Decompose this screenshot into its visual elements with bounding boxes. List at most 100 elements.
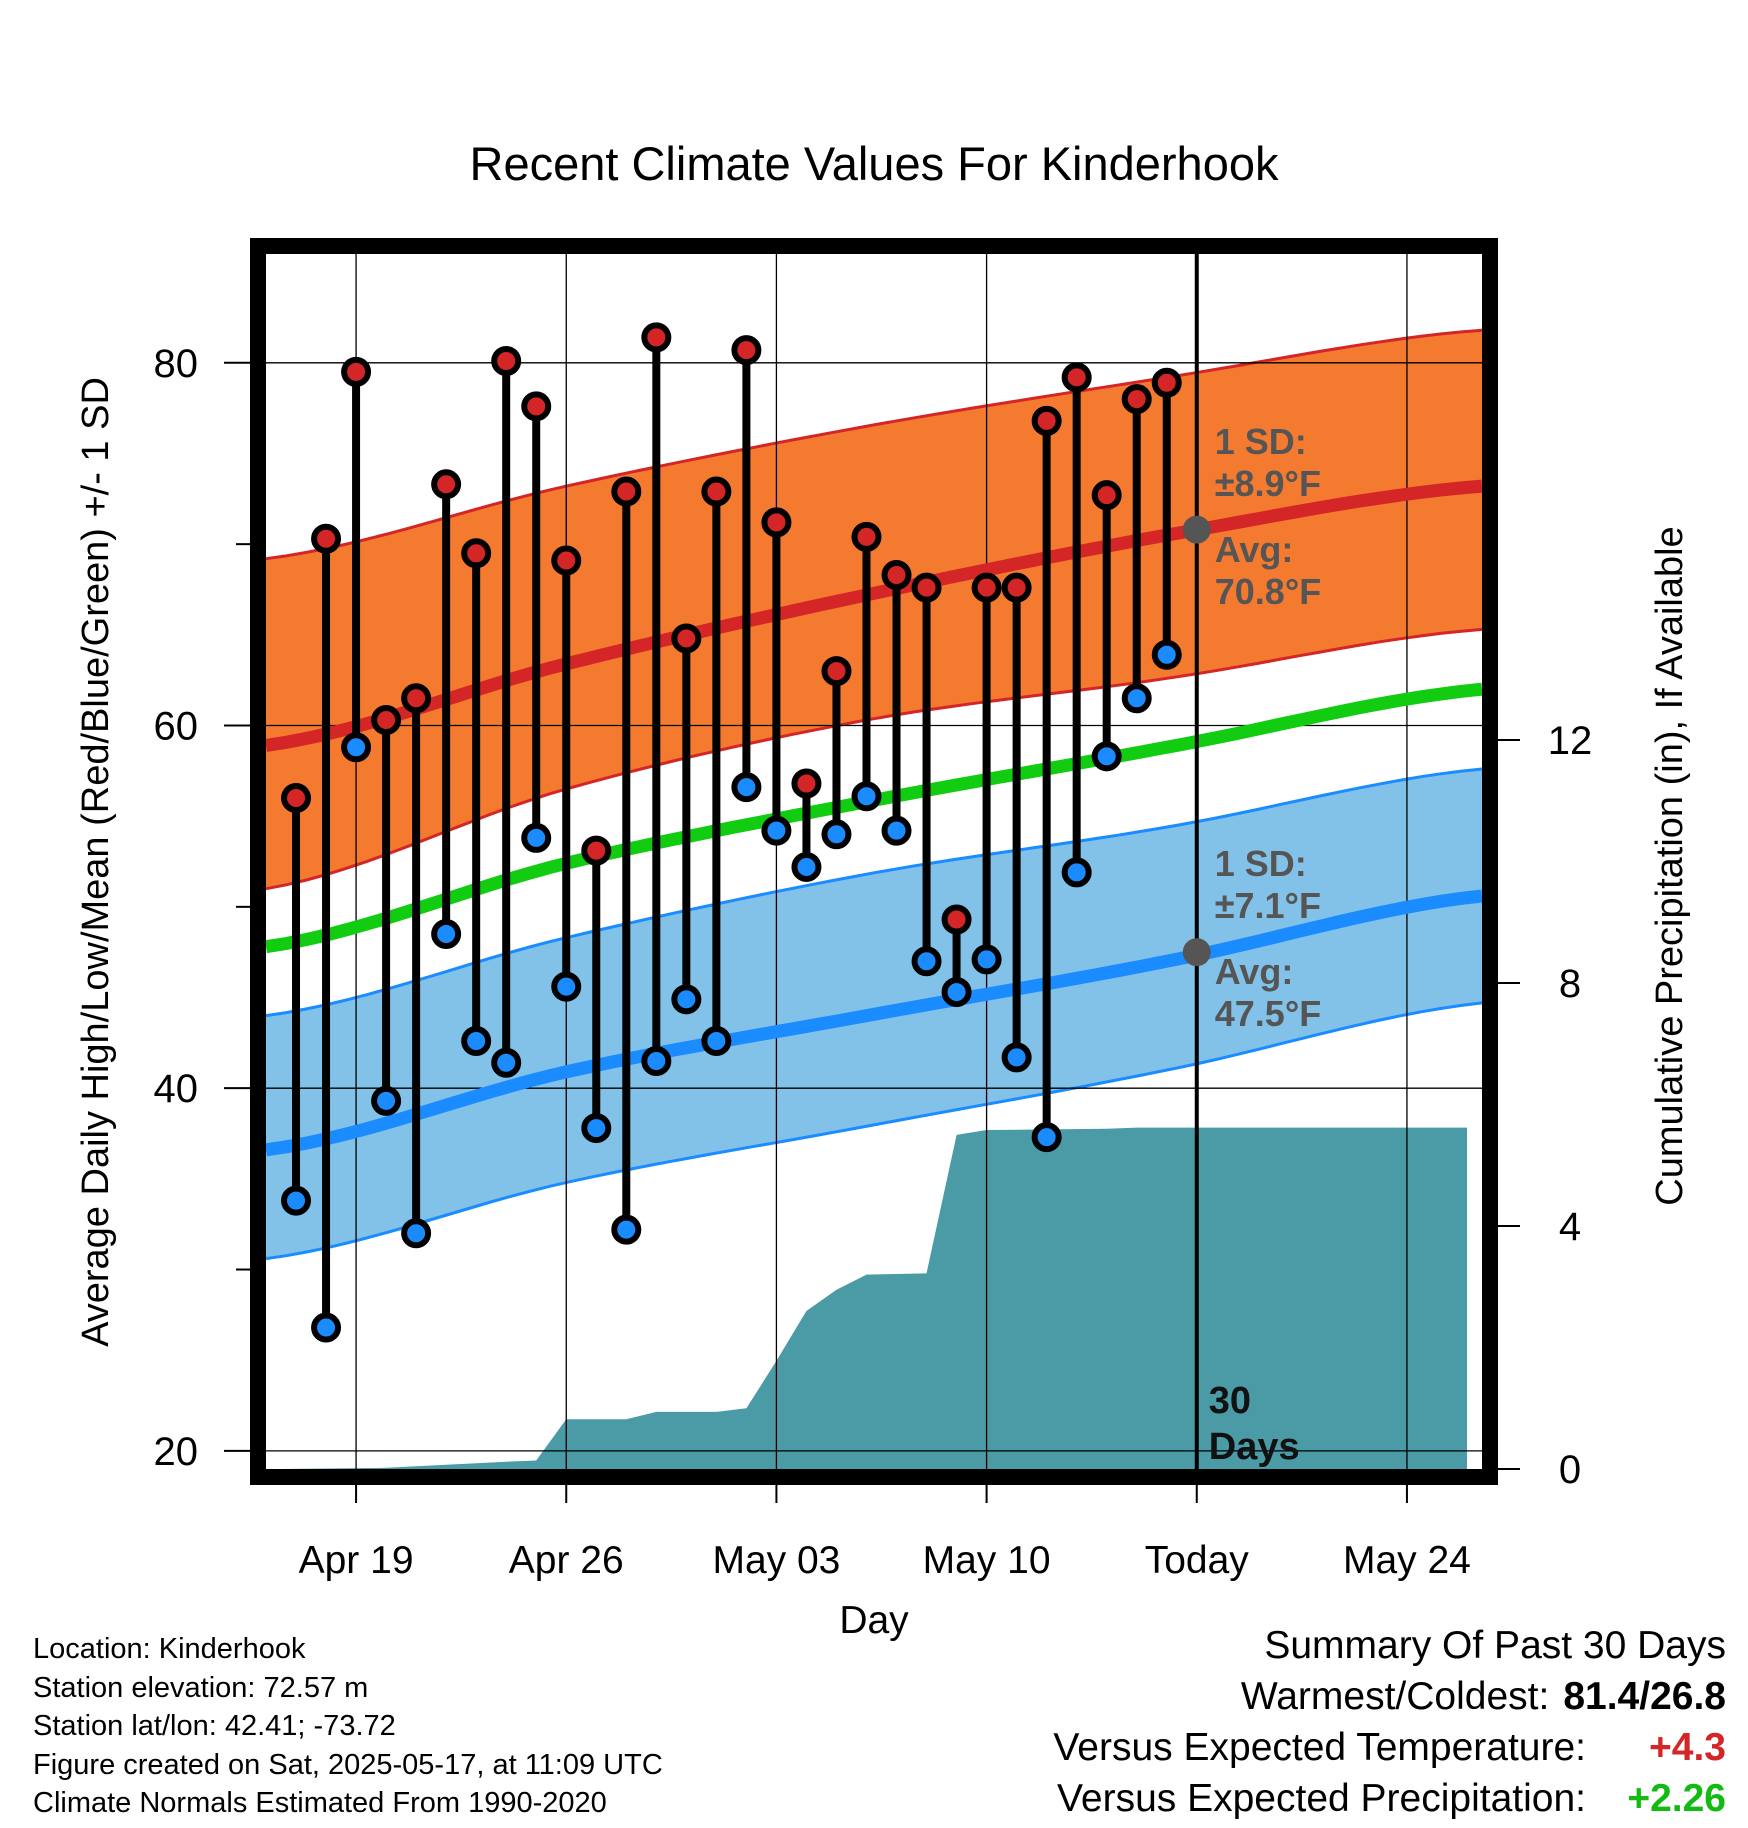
daily-low-marker <box>431 919 462 950</box>
daily-high-marker <box>461 538 492 569</box>
location-text: Location: Kinderhook <box>33 1633 306 1665</box>
low-sd-value: ±7.1°F <box>1215 885 1321 926</box>
daily-low-marker <box>1151 639 1182 670</box>
daily-high-marker <box>671 623 702 654</box>
daily-low-marker <box>551 971 582 1002</box>
daily-high-marker <box>431 469 462 500</box>
daily-high-marker <box>311 523 342 554</box>
y-tick-label: 20 <box>154 1430 199 1474</box>
temp-value: +4.3 <box>1649 1726 1726 1769</box>
elevation-text: Station elevation: 72.57 m <box>33 1671 369 1704</box>
daily-low-marker <box>1121 683 1152 714</box>
daily-low-marker <box>281 1185 312 1216</box>
daily-low-marker <box>521 822 552 853</box>
daily-low-marker <box>401 1218 432 1249</box>
x-tick-label: Apr 19 <box>299 1539 414 1582</box>
summary-title: Summary Of Past 30 Days <box>1264 1624 1726 1667</box>
daily-low-marker <box>791 851 822 882</box>
today-days-label: Days <box>1209 1426 1300 1468</box>
daily-low-marker <box>731 772 762 803</box>
daily-low-marker <box>941 977 972 1008</box>
daily-high-marker <box>1151 367 1182 398</box>
daily-low-marker <box>851 781 882 812</box>
temp-label: Versus Expected Temperature: <box>1053 1726 1586 1769</box>
low-avg-value: 47.5°F <box>1215 993 1321 1034</box>
x-tick-label: Apr 26 <box>509 1539 624 1582</box>
x-tick-label: May 24 <box>1343 1539 1471 1582</box>
daily-high-marker <box>971 572 1002 603</box>
low-avg-label: Avg: <box>1215 951 1294 992</box>
daily-high-marker <box>1091 480 1122 511</box>
daily-high-marker <box>611 476 642 507</box>
daily-low-marker <box>911 946 942 977</box>
high-avg-value: 70.8°F <box>1215 571 1321 612</box>
low-sd-label: 1 SD: <box>1215 843 1307 884</box>
daily-high-marker <box>701 476 732 507</box>
y2-tick-label: 0 <box>1559 1448 1581 1492</box>
y2-tick-label: 12 <box>1548 719 1593 763</box>
daily-low-marker <box>341 732 372 763</box>
daily-low-marker <box>461 1026 492 1057</box>
high-plus-sd-line <box>265 328 1483 561</box>
daily-high-marker <box>641 322 672 353</box>
warm-cold-value: 81.4/26.8 <box>1563 1675 1726 1718</box>
daily-high-marker <box>911 572 942 603</box>
daily-range-stems <box>292 337 1171 1328</box>
y-tick-label: 60 <box>154 704 199 748</box>
daily-high-marker <box>281 783 312 814</box>
latlon-text: Station lat/lon: 42.41; -73.72 <box>33 1710 396 1742</box>
high-sd-label: 1 SD: <box>1215 421 1307 462</box>
precip-area <box>281 1127 1467 1469</box>
daily-high-marker <box>371 705 402 736</box>
daily-low-marker <box>1091 741 1122 772</box>
daily-low-marker <box>641 1045 672 1076</box>
y2-tick-label: 8 <box>1559 962 1581 1006</box>
warm-cold-label: Warmest/Coldest: <box>1240 1675 1550 1718</box>
daily-low-marker <box>821 819 852 850</box>
y2-axis-label: Cumulative Precipitation (in), If Availa… <box>1649 526 1691 1205</box>
high-sd-value: ±8.9°F <box>1215 463 1321 504</box>
warm-cold-row: Warmest/Coldest: 81.4/26.8 <box>1053 1671 1726 1722</box>
high-minus-sd-line <box>265 627 1483 891</box>
station-info: Location: Kinderhook Station elevation: … <box>33 1630 663 1823</box>
created-text: Figure created on Sat, 2025-05-17, at 11… <box>33 1748 663 1781</box>
normals-text: Climate Normals Estimated From 1990-2020 <box>33 1787 607 1819</box>
daily-high-marker <box>551 545 582 576</box>
daily-high-marker <box>1061 362 1092 393</box>
y-axis-label: Average Daily High/Low/Mean (Red/Blue/Gr… <box>75 377 117 1347</box>
daily-high-marker <box>581 835 612 866</box>
precip-value: +2.26 <box>1627 1777 1726 1820</box>
precip-row: Versus Expected Precipitation: +2.26 <box>1053 1773 1726 1824</box>
daily-high-marker <box>821 656 852 687</box>
x-tick-label: May 03 <box>712 1539 840 1582</box>
daily-high-marker <box>401 683 432 714</box>
daily-high-marker <box>341 356 372 387</box>
plot-frame <box>250 238 1498 1485</box>
daily-high-marker <box>761 507 792 538</box>
high-avg-label: Avg: <box>1215 529 1294 570</box>
daily-low-marker <box>611 1214 642 1245</box>
daily-high-marker <box>851 521 882 552</box>
y-tick-label: 80 <box>154 342 199 386</box>
high-avg-line <box>265 479 1483 752</box>
daily-high-marker <box>881 559 912 590</box>
daily-low-marker <box>761 815 792 846</box>
daily-low-marker <box>701 1026 732 1057</box>
daily-high-marker <box>491 345 522 376</box>
x-tick-label: Today <box>1145 1539 1250 1582</box>
summary-panel: Summary Of Past 30 Days Warmest/Coldest:… <box>1053 1620 1726 1824</box>
high-avg-today-marker <box>1182 515 1211 544</box>
x-tick-label: May 10 <box>923 1539 1051 1582</box>
y-tick-label: 40 <box>154 1067 199 1111</box>
daily-high-marker <box>941 904 972 935</box>
today-days-label: 30 <box>1209 1380 1251 1422</box>
daily-low-marker <box>1001 1042 1032 1073</box>
daily-low-marker <box>671 984 702 1015</box>
y2-tick-label: 4 <box>1559 1205 1581 1249</box>
x-axis-label: Day <box>839 1599 909 1642</box>
daily-low-marker <box>491 1047 522 1078</box>
daily-low-marker <box>311 1312 342 1343</box>
